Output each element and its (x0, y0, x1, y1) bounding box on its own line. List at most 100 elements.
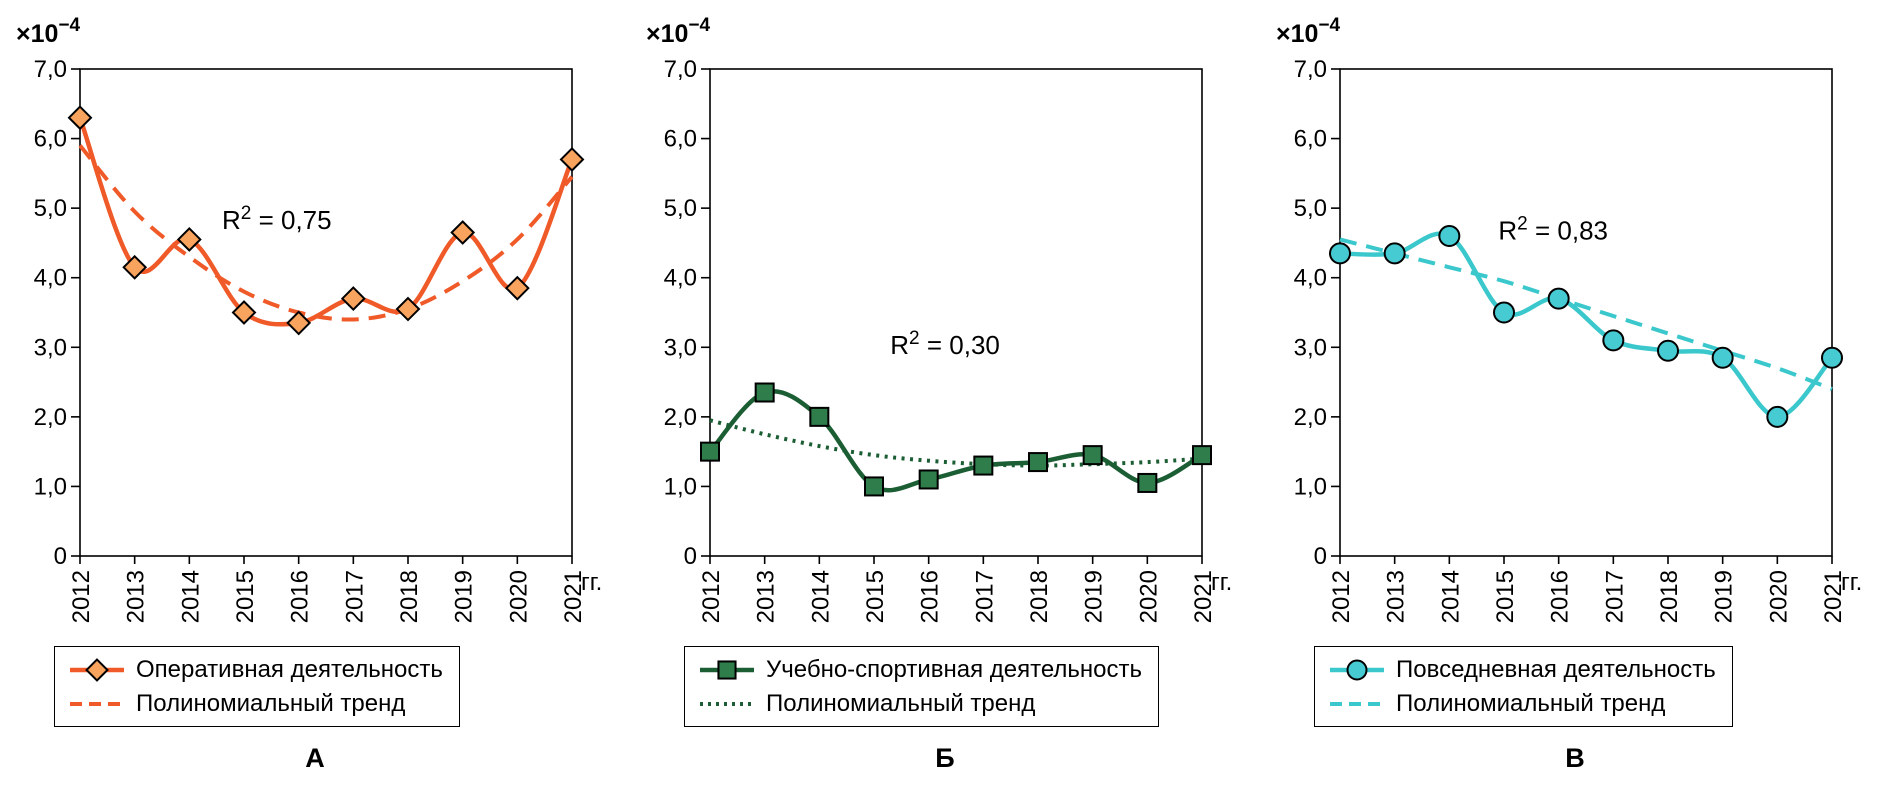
chart-panel-a: 0 1,0 2,0 3,0 4,0 5,0 6,0 7,0 2012 2013 2014 2015 20… (0, 4, 630, 774)
panel-letter-b: Б (935, 743, 955, 773)
x-tick-label: 2013 (753, 570, 780, 623)
y-tick-label: 5,0 (664, 195, 697, 222)
y-tick-label: 4,0 (664, 265, 697, 292)
x-tick-label: 2015 (1492, 570, 1519, 623)
square-marker (1192, 445, 1212, 466)
square-marker (1082, 445, 1103, 466)
y-tick-label: 2,0 (1294, 404, 1327, 431)
x-axis-unit: гг. (581, 569, 602, 596)
diamond-marker (231, 300, 257, 325)
r-squared-annotation: R2 = 0,75 (222, 203, 332, 235)
diamond-marker (67, 105, 93, 131)
x-tick-label: 2014 (177, 570, 204, 623)
y-tick-label: 4,0 (34, 265, 67, 292)
plot-box (1339, 68, 1833, 557)
x-tick-label: 2012 (1328, 570, 1355, 623)
y-tick-label: 3,0 (34, 334, 67, 361)
diamond-marker (122, 254, 148, 280)
circle-marker (1346, 659, 1368, 680)
y-tick-label: 6,0 (34, 126, 67, 153)
series-line (1337, 231, 1835, 420)
square-marker (809, 406, 830, 427)
y-tick-label: 7,0 (34, 56, 67, 83)
legend-item-trend: Полиномиальный тренд (69, 690, 443, 717)
y-tick-label: 4,0 (1294, 265, 1327, 292)
x-axis-unit: гг. (1841, 569, 1862, 596)
legend-series-label: Повседневная деятельность (1396, 656, 1716, 683)
x-tick-label: 2016 (917, 570, 944, 623)
circle-marker (1493, 301, 1515, 324)
x-tick-label: 2015 (862, 570, 889, 623)
x-tick-label: 2012 (68, 570, 95, 623)
y-tick-label: 7,0 (664, 56, 697, 83)
circle-marker (1383, 242, 1406, 265)
y-tick-label: 6,0 (664, 126, 697, 153)
square-marker (973, 455, 994, 476)
square-marker (1137, 472, 1158, 493)
diamond-marker (395, 296, 421, 322)
x-tick-label: 2016 (1547, 570, 1574, 623)
x-tick-label: 2015 (232, 570, 259, 623)
trend-line (78, 144, 574, 322)
legend-v: Повседневная деятельность Полиномиальный… (1314, 646, 1733, 727)
y-tick-label: 3,0 (1294, 334, 1327, 361)
x-tick-label: 2019 (1081, 570, 1108, 623)
legend-trend-label: Полиномиальный тренд (766, 690, 1036, 717)
x-tick-label: 2019 (451, 570, 478, 623)
y-tick-label: 2,0 (34, 404, 67, 431)
x-tick-label: 2018 (1026, 570, 1053, 623)
y-tick-label: 0 (54, 543, 67, 570)
y-tick-label: 2,0 (664, 404, 697, 431)
square-marker (1028, 452, 1048, 473)
circle-marker (1547, 287, 1570, 310)
x-tick-label: 2018 (396, 570, 423, 623)
legend-item-trend: Полиномиальный тренд (699, 690, 1142, 717)
square-marker (918, 469, 939, 490)
line-chart-operativnaya: 0 1,0 2,0 3,0 4,0 5,0 6,0 7,0 2012 2013 2014 2015 20… (16, 15, 602, 623)
circle-marker (1821, 346, 1843, 369)
circle-marker (1766, 405, 1789, 428)
y-tick-label: 1,0 (664, 473, 697, 500)
x-tick-label: 2020 (1135, 570, 1162, 623)
diamond-marker (450, 220, 476, 245)
x-tick-label: 2017 (971, 570, 998, 623)
x-axis-unit: гг. (1211, 569, 1232, 596)
circle-marker (1711, 346, 1734, 369)
circle-marker (1657, 339, 1679, 362)
y-axis-exponent: ×10−4 (646, 15, 711, 48)
legend-item-series: Учебно-спортивная деятельность (699, 656, 1142, 683)
x-tick-label: 2020 (1765, 570, 1792, 623)
line-chart-povsednevnaya: 0 1,0 2,0 3,0 4,0 5,0 6,0 7,0 2012 2013 2014 2015 20… (1276, 15, 1862, 623)
legend-trend-sample-icon (70, 701, 124, 706)
legend-trend-sample-icon (700, 701, 754, 706)
x-tick-label: 2014 (807, 570, 834, 623)
y-axis-exponent: ×10−4 (16, 15, 81, 48)
x-tick-label: 2017 (1601, 570, 1628, 623)
diamond-marker (340, 286, 366, 312)
x-tick-label: 2013 (123, 570, 150, 623)
series-line (77, 115, 575, 327)
legend-series-sample-icon (700, 659, 754, 680)
x-tick-label: 2019 (1711, 570, 1738, 623)
x-tick-label: 2021 (1190, 570, 1217, 623)
diamond-marker (559, 147, 585, 172)
x-tick-label: 2013 (1383, 570, 1410, 623)
chart-panel-b: 0 1,0 2,0 3,0 4,0 5,0 6,0 7,0 2012 2013 2014 2015 20… (630, 4, 1260, 774)
legend-b: Учебно-спортивная деятельность Полиномиа… (684, 646, 1159, 727)
legend-series-sample-icon (70, 657, 124, 682)
legend-trend-label: Полиномиальный тренд (136, 690, 406, 717)
circle-marker (1602, 329, 1625, 352)
x-tick-label: 2018 (1656, 570, 1683, 623)
x-tick-label: 2020 (505, 570, 532, 623)
legend-series-sample-icon (1330, 659, 1384, 680)
panel-letter-v: В (1565, 743, 1585, 773)
diamond-marker (176, 227, 202, 252)
x-tick-label: 2012 (698, 570, 725, 623)
square-marker (864, 476, 884, 497)
y-tick-label: 5,0 (1294, 195, 1327, 222)
y-tick-label: 5,0 (34, 195, 67, 222)
y-axis-exponent: ×10−4 (1276, 15, 1341, 48)
circle-marker (1329, 242, 1351, 265)
legend-a: Оперативная деятельность Полиномиальный … (54, 646, 460, 727)
x-tick-label: 2021 (1820, 570, 1847, 623)
